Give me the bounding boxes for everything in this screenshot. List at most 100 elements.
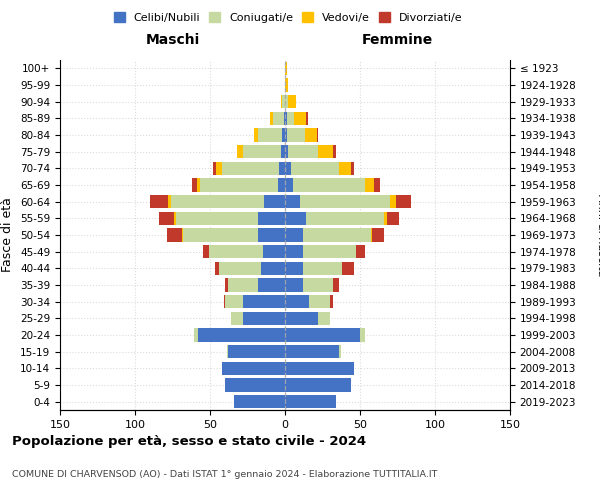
- Text: COMUNE DI CHARVENSOD (AO) - Dati ISTAT 1° gennaio 2024 - Elaborazione TUTTITALIA: COMUNE DI CHARVENSOD (AO) - Dati ISTAT 1…: [12, 470, 437, 479]
- Bar: [285, 62, 287, 75]
- Bar: [223, 295, 225, 308]
- Bar: [339, 345, 341, 358]
- Bar: [293, 178, 365, 192]
- Bar: [192, 178, 197, 192]
- Bar: [258, 228, 285, 241]
- Bar: [303, 278, 333, 291]
- Bar: [285, 145, 288, 158]
- Bar: [300, 195, 390, 208]
- Bar: [339, 162, 351, 175]
- Bar: [285, 78, 288, 92]
- Bar: [225, 378, 285, 392]
- Bar: [303, 228, 371, 241]
- Bar: [285, 312, 318, 325]
- Legend: Celibi/Nubili, Coniugati/e, Vedovi/e, Divorziati/e: Celibi/Nubili, Coniugati/e, Vedovi/e, Di…: [109, 8, 467, 28]
- Bar: [387, 212, 399, 225]
- Bar: [167, 228, 182, 241]
- Bar: [333, 278, 339, 291]
- Bar: [222, 162, 279, 175]
- Bar: [281, 145, 285, 158]
- Bar: [342, 262, 354, 275]
- Y-axis label: Fasce di età: Fasce di età: [1, 198, 14, 272]
- Bar: [281, 95, 282, 108]
- Bar: [305, 128, 317, 141]
- Bar: [215, 262, 219, 275]
- Text: Femmine: Femmine: [362, 32, 433, 46]
- Bar: [225, 295, 243, 308]
- Bar: [303, 262, 342, 275]
- Bar: [285, 112, 287, 125]
- Bar: [228, 278, 258, 291]
- Bar: [309, 295, 330, 308]
- Bar: [263, 245, 285, 258]
- Bar: [330, 295, 333, 308]
- Bar: [258, 212, 285, 225]
- Bar: [351, 162, 354, 175]
- Bar: [174, 212, 176, 225]
- Text: Popolazione per età, sesso e stato civile - 2024: Popolazione per età, sesso e stato civil…: [12, 435, 366, 448]
- Bar: [225, 278, 228, 291]
- Bar: [306, 112, 308, 125]
- Bar: [317, 128, 318, 141]
- Bar: [176, 212, 258, 225]
- Bar: [371, 228, 372, 241]
- Bar: [372, 228, 384, 241]
- Bar: [285, 228, 303, 241]
- Y-axis label: Anni di nascita: Anni di nascita: [596, 194, 600, 276]
- Bar: [284, 112, 285, 125]
- Bar: [279, 162, 285, 175]
- Bar: [227, 345, 228, 358]
- Bar: [270, 112, 273, 125]
- Bar: [261, 262, 285, 275]
- Bar: [306, 212, 384, 225]
- Bar: [273, 112, 284, 125]
- Bar: [199, 178, 277, 192]
- Bar: [219, 262, 261, 275]
- Bar: [277, 178, 285, 192]
- Bar: [168, 195, 171, 208]
- Bar: [193, 328, 198, 342]
- Bar: [209, 245, 263, 258]
- Bar: [258, 128, 282, 141]
- Bar: [384, 212, 387, 225]
- Bar: [243, 145, 281, 158]
- Bar: [285, 212, 306, 225]
- Bar: [234, 395, 285, 408]
- Bar: [285, 328, 360, 342]
- Bar: [216, 162, 222, 175]
- Bar: [243, 295, 285, 308]
- Bar: [285, 262, 303, 275]
- Bar: [287, 128, 305, 141]
- Bar: [222, 362, 285, 375]
- Bar: [318, 145, 333, 158]
- Bar: [243, 312, 285, 325]
- Bar: [285, 95, 288, 108]
- Bar: [288, 145, 318, 158]
- Bar: [183, 228, 258, 241]
- Bar: [285, 295, 309, 308]
- Bar: [288, 95, 296, 108]
- Bar: [282, 95, 285, 108]
- Bar: [231, 312, 243, 325]
- Bar: [291, 162, 339, 175]
- Bar: [333, 145, 336, 158]
- Bar: [303, 245, 355, 258]
- Bar: [285, 195, 300, 208]
- Bar: [285, 178, 293, 192]
- Bar: [285, 362, 354, 375]
- Bar: [285, 345, 339, 358]
- Bar: [318, 312, 330, 325]
- Bar: [360, 328, 365, 342]
- Bar: [285, 162, 291, 175]
- Bar: [254, 128, 258, 141]
- Bar: [355, 245, 365, 258]
- Bar: [197, 178, 199, 192]
- Text: Maschi: Maschi: [145, 32, 200, 46]
- Bar: [365, 178, 373, 192]
- Bar: [285, 278, 303, 291]
- Bar: [237, 145, 243, 158]
- Bar: [213, 162, 216, 175]
- Bar: [203, 245, 209, 258]
- Bar: [294, 112, 306, 125]
- Bar: [396, 195, 411, 208]
